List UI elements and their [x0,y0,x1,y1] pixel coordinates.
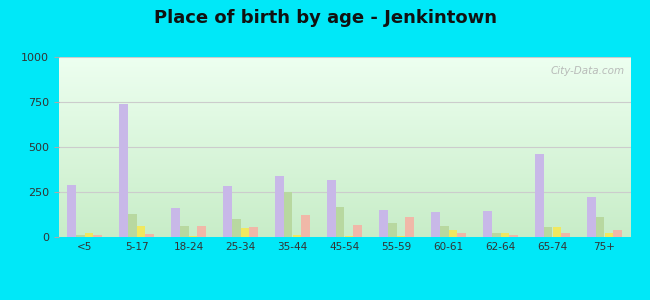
Bar [431,212,439,237]
Bar [136,226,146,237]
Bar [84,233,94,237]
Bar [335,207,345,237]
Bar [127,214,136,237]
Bar [483,211,491,237]
Bar [562,233,570,237]
Bar [604,233,614,237]
Bar [491,233,500,237]
Bar [146,234,154,237]
Bar [458,233,466,237]
Bar [250,227,258,237]
Bar [500,233,510,237]
Bar [240,228,250,237]
Bar [396,236,406,237]
Bar [198,226,206,237]
Bar [510,235,518,237]
Bar [275,176,283,237]
Bar [283,192,292,237]
Bar [448,230,458,237]
Bar [387,223,396,237]
Bar [587,197,595,237]
Bar [535,154,543,237]
Bar [223,186,231,237]
Bar [188,236,198,237]
Bar [354,225,362,237]
Bar [327,180,335,237]
Text: City-Data.com: City-Data.com [551,66,625,76]
Bar [379,210,387,237]
Bar [231,219,240,237]
Bar [94,235,102,237]
Bar [119,104,127,237]
Text: Place of birth by age - Jenkintown: Place of birth by age - Jenkintown [153,9,497,27]
Bar [179,226,188,237]
Bar [439,226,448,237]
Bar [543,227,552,237]
Bar [344,236,354,237]
Bar [75,235,84,237]
Bar [292,235,302,237]
Bar [67,185,75,237]
Bar [595,217,604,237]
Bar [171,208,179,237]
Bar [614,230,622,237]
Bar [302,215,310,237]
Bar [406,217,414,237]
Bar [552,227,562,237]
